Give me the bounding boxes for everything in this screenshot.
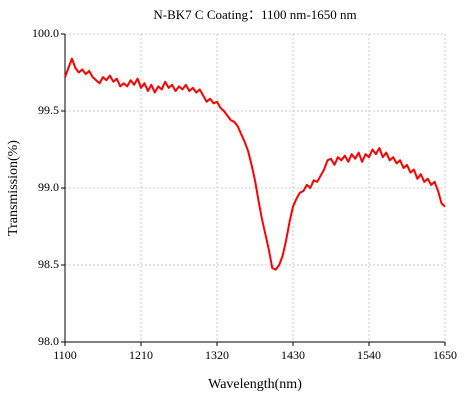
x-tick-label: 1650 <box>433 348 457 362</box>
y-tick-label: 99.5 <box>38 103 59 117</box>
x-axis-label: Wavelength(nm) <box>208 377 302 392</box>
x-tick-label: 1430 <box>281 348 305 362</box>
y-tick-label: 99.0 <box>38 180 59 194</box>
x-tick-label: 1540 <box>357 348 381 362</box>
y-tick-label: 98.0 <box>38 334 59 348</box>
x-tick-label: 1210 <box>129 348 153 362</box>
y-tick-label: 100.0 <box>32 26 59 40</box>
x-tick-label: 1100 <box>53 348 77 362</box>
y-axis-label: Transmission(%) <box>6 140 21 236</box>
x-tick-label: 1320 <box>205 348 229 362</box>
data-line <box>64 57 446 271</box>
chart-title: N-BK7 C Coating：1100 nm-1650 nm <box>153 7 356 22</box>
y-tick-label: 98.5 <box>38 257 59 271</box>
